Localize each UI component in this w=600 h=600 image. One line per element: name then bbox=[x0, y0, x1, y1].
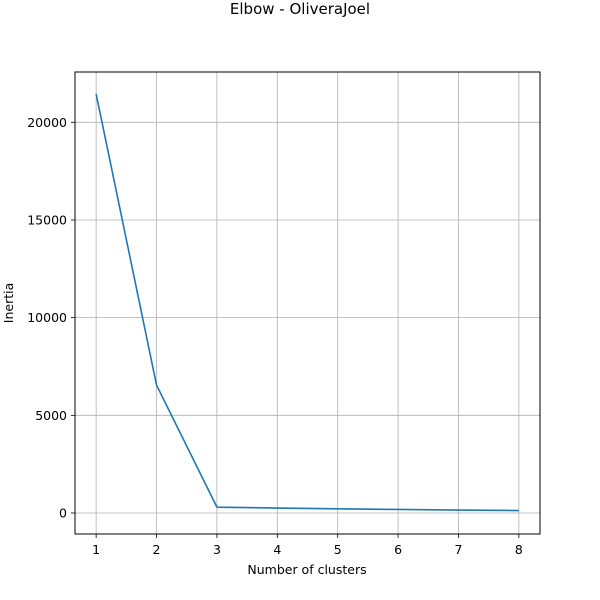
y-tick-label: 20000 bbox=[27, 115, 67, 130]
chart-title: Elbow - OliveraJoel bbox=[230, 0, 370, 18]
y-tick-label: 5000 bbox=[35, 408, 67, 423]
inertia-series-line bbox=[95, 93, 519, 512]
x-tick-label: 2 bbox=[153, 542, 161, 557]
y-tick-label: 0 bbox=[59, 506, 67, 521]
x-tick-label: 4 bbox=[273, 542, 281, 557]
x-tick-label: 3 bbox=[213, 542, 221, 557]
series-layer bbox=[95, 93, 519, 512]
x-tick-label: 8 bbox=[515, 542, 523, 557]
x-tick-label: 7 bbox=[454, 542, 462, 557]
plot-frame bbox=[74, 71, 541, 535]
x-tick-label: 1 bbox=[92, 542, 100, 557]
x-tick-label: 6 bbox=[394, 542, 402, 557]
x-tick-label: 5 bbox=[334, 542, 342, 557]
y-tick-label: 10000 bbox=[27, 310, 67, 325]
y-tick-label: 15000 bbox=[27, 212, 67, 227]
grid bbox=[75, 72, 540, 534]
x-axis-label: Number of clusters bbox=[247, 562, 366, 577]
y-axis-label: Inertia bbox=[1, 283, 16, 323]
ticks: 1 2 3 4 5 6 7 8 0 5000 10000 15000 20000 bbox=[27, 115, 523, 557]
